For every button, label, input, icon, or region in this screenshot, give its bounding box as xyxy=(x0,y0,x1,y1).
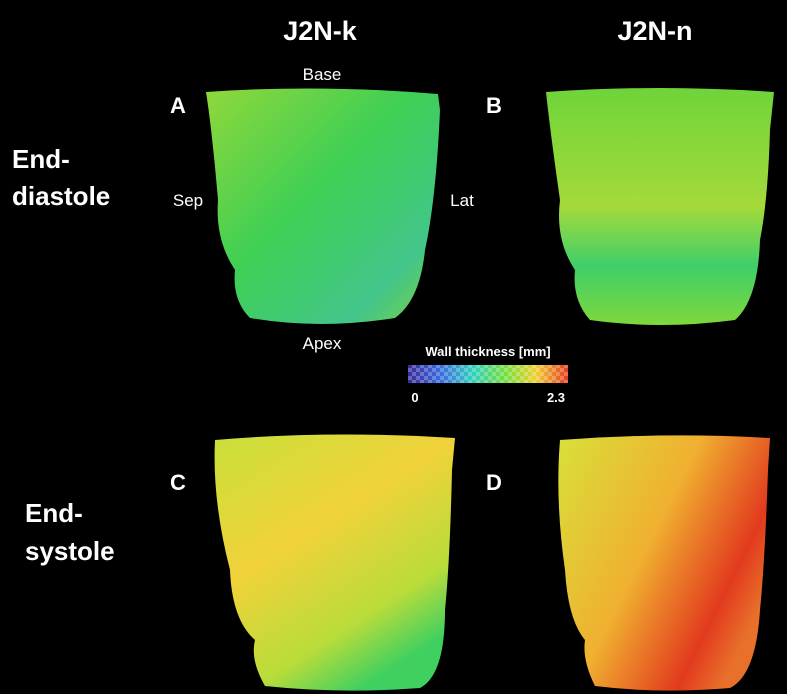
colorbar-min: 0 xyxy=(411,390,418,405)
orientation-label: Sep xyxy=(173,191,203,210)
heart-surface xyxy=(546,88,774,325)
colorbar-max: 2.3 xyxy=(547,390,565,405)
orientation-label: Lat xyxy=(450,191,474,210)
panel-label: B xyxy=(486,93,502,118)
orientation-label: Apex xyxy=(303,334,342,353)
heart-surface xyxy=(214,434,455,691)
heart-surface xyxy=(206,88,440,324)
row-label: End- xyxy=(12,144,70,174)
row-label: systole xyxy=(25,536,115,566)
colorbar-title: Wall thickness [mm] xyxy=(425,344,550,359)
panel-label: C xyxy=(170,470,186,495)
panel-label: A xyxy=(170,93,186,118)
orientation-label: Base xyxy=(303,65,342,84)
column-header: J2N-k xyxy=(283,16,358,46)
colorbar-texture xyxy=(408,365,568,383)
row-label: End- xyxy=(25,498,83,528)
panel-label: D xyxy=(486,470,502,495)
row-label: diastole xyxy=(12,181,110,211)
heart-surface xyxy=(558,435,770,691)
column-header: J2N-n xyxy=(617,16,692,46)
